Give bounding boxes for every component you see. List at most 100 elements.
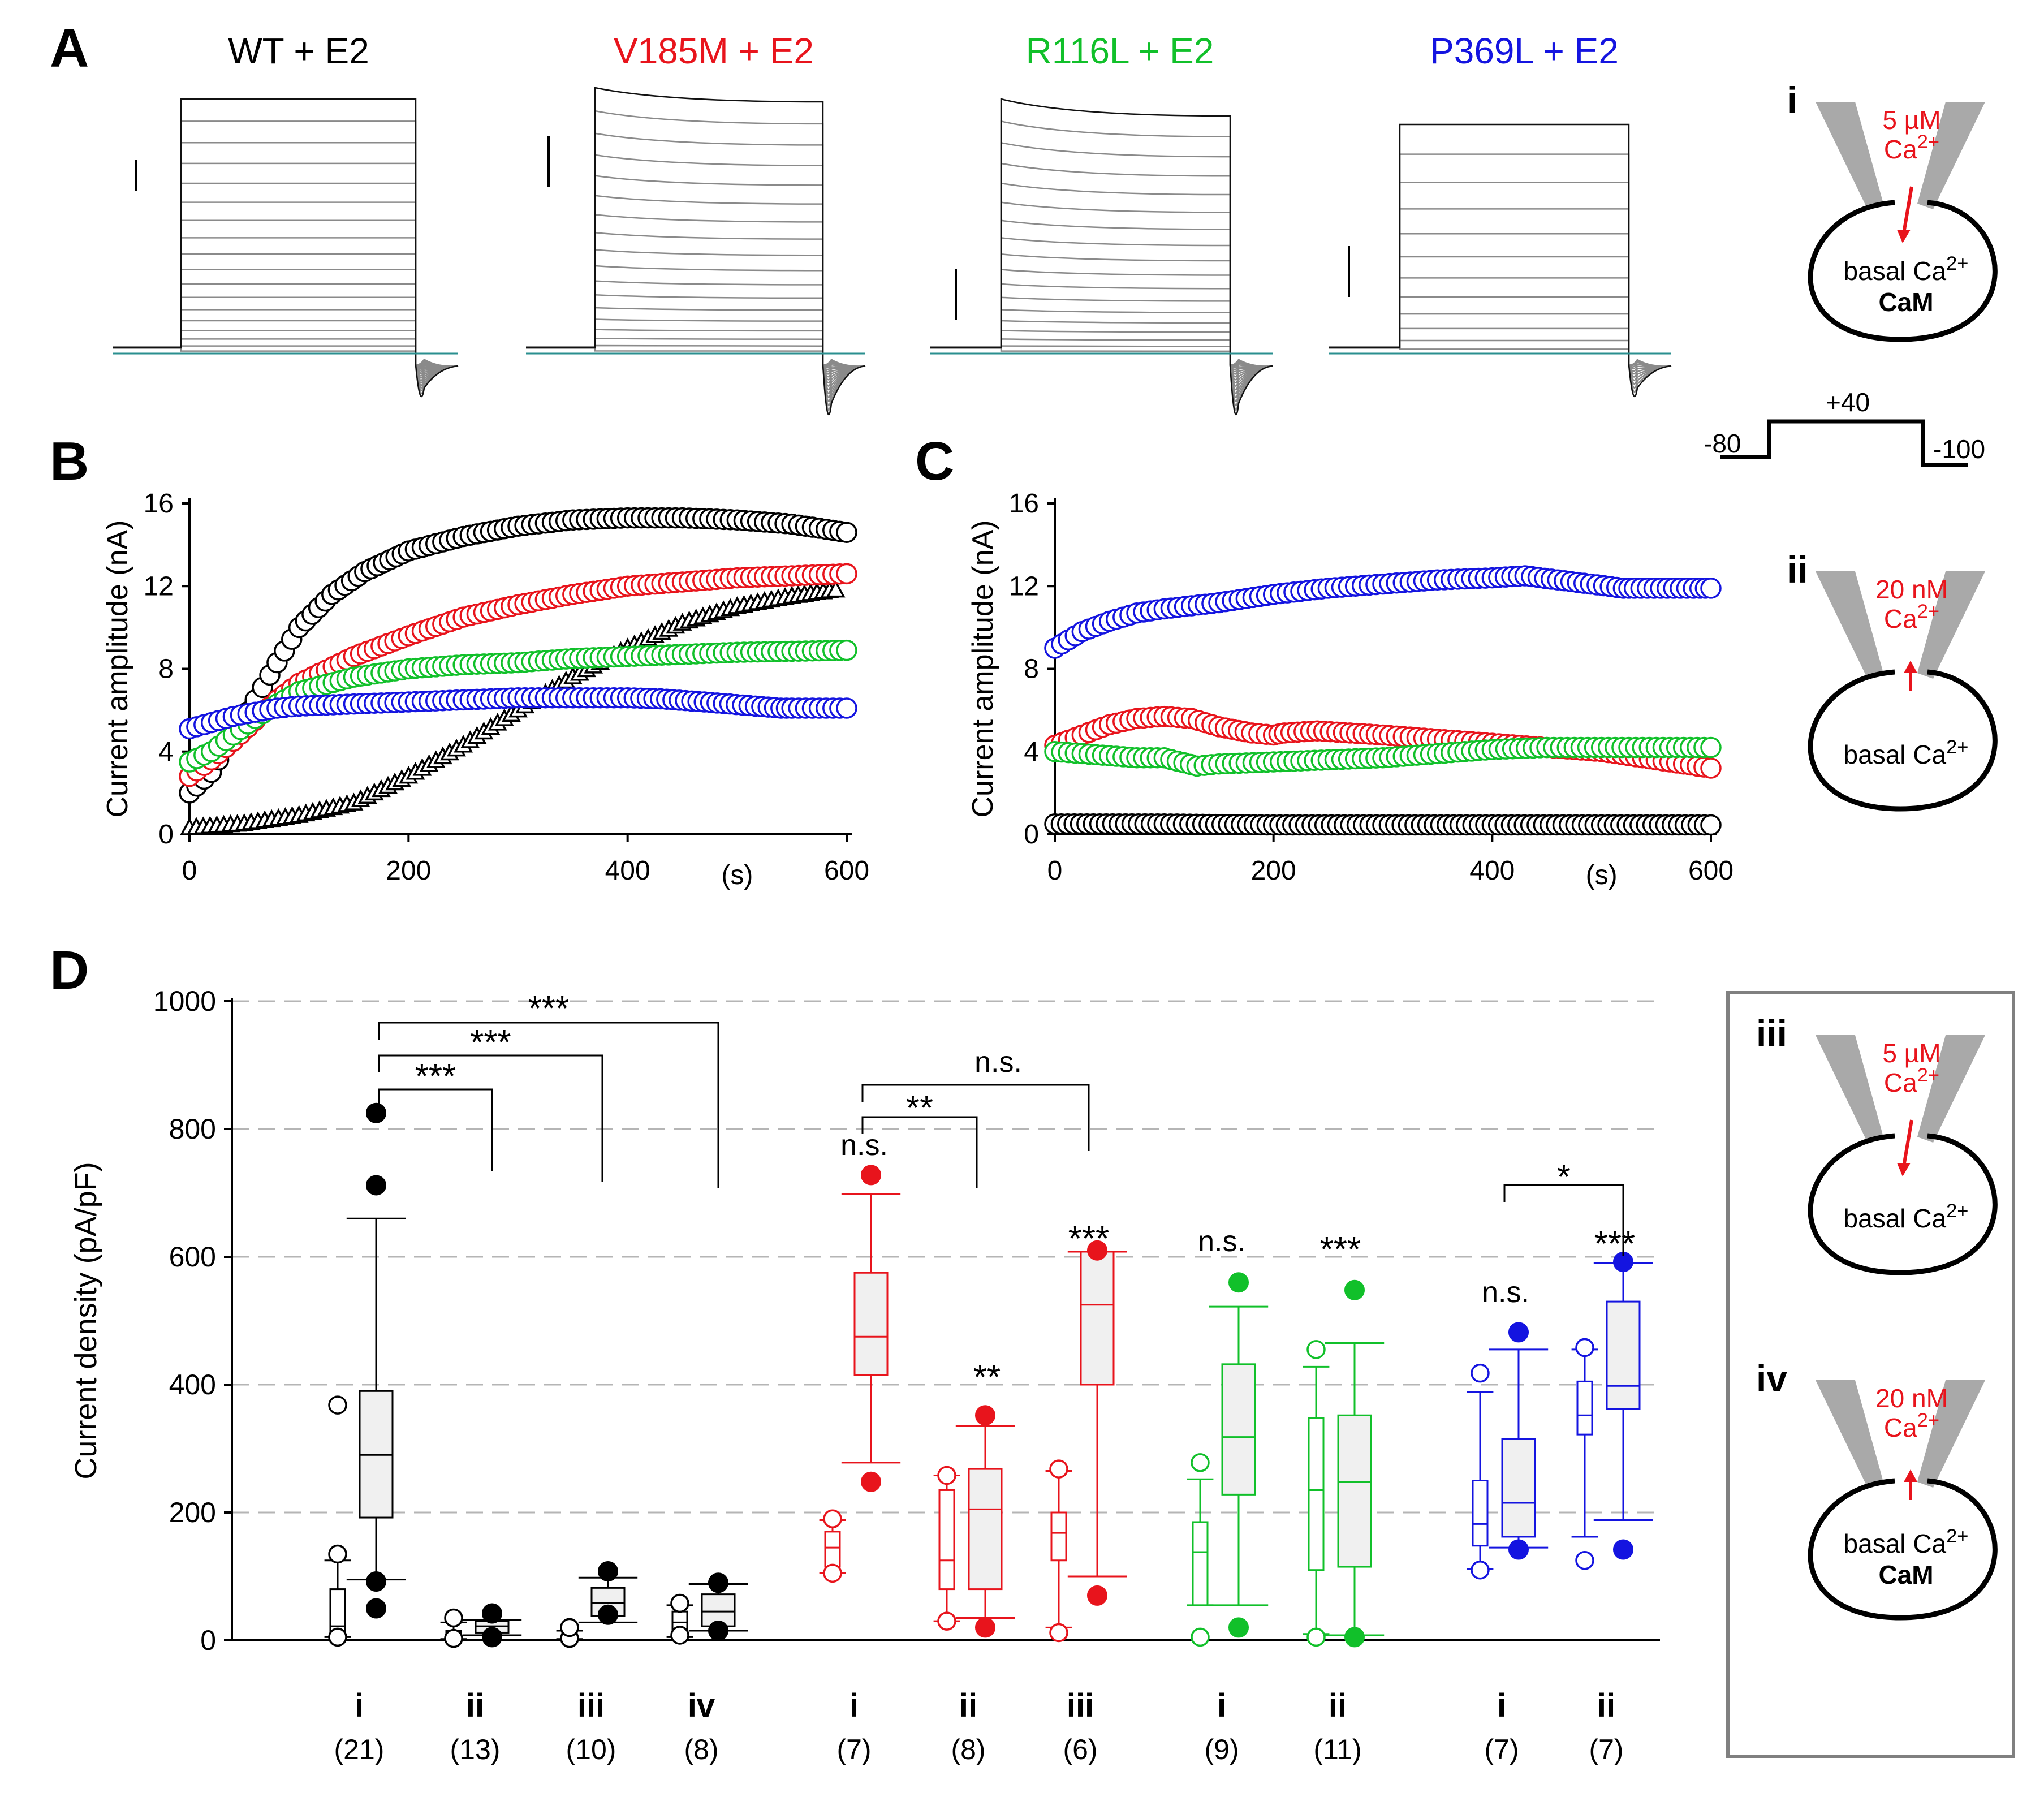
outlier-open [1575,1551,1594,1570]
outlier-open [444,1628,463,1648]
y-tick-label: 1000 [153,985,216,1017]
star-label: *** [1594,1225,1635,1264]
schematic-iv-cam: CaM [1878,1560,1933,1589]
data-point [1700,814,1722,836]
voltage-protocol: -80 +40 -100 [1704,387,1985,467]
outlier-open [823,1509,842,1529]
significance-label: *** [528,989,569,1028]
pipette-left [1816,102,1883,209]
bracket-line [861,1116,978,1188]
box-iqr [1192,1521,1209,1606]
y-tick-label: 400 [169,1369,216,1400]
outlier-filled [598,1561,618,1581]
box-group-5: ii (8) [933,1405,1015,1765]
y-tick-label: 12 [1009,571,1039,601]
box-group-10: ii (7) [1571,1252,1653,1765]
calcium-arrowhead [1897,1163,1911,1176]
pipette-right [1917,571,1985,679]
group-label: ii [466,1687,484,1724]
trace-title-p369l: P369L + E2 [1430,31,1619,71]
current-traces-wt [113,98,459,398]
calcium-arrow [1902,186,1913,234]
outlier-filled [366,1571,386,1592]
current-trace [526,195,866,394]
x-tick-label: 600 [1688,856,1733,886]
significance-label: *** [415,1057,456,1096]
schematic-iv-label: iv [1756,1358,1787,1399]
group-label: iii [1067,1687,1094,1724]
box-group-0: i (21) [324,1102,406,1765]
y-tick-label: 600 [169,1241,216,1273]
box [1325,1342,1385,1636]
schematic-iii-conc: 5 µM [1882,1038,1940,1068]
outlier-filled [975,1405,995,1426]
outlier-filled [1508,1539,1529,1560]
outlier-open [328,1395,347,1415]
group-n: (8) [684,1734,718,1765]
star-label: n.s. [840,1129,888,1162]
schematic-iv-ion: Ca2+ [1884,1410,1939,1442]
box [1303,1365,1330,1635]
current-trace [930,338,1273,367]
current-trace [113,201,459,383]
box-group-7: i (9) [1187,1272,1269,1765]
current-trace [113,269,459,375]
outlier-open [937,1466,956,1485]
outlier-open [328,1544,347,1564]
current-trace [930,269,1273,381]
current-traces-p369l [1329,123,1672,398]
significance-bracket: * [1503,1158,1624,1256]
significance-bracket: *** [378,1057,493,1171]
box-iqr [853,1272,889,1376]
box-group-3: iv (8) [666,1572,748,1765]
series-v185m [179,563,857,787]
group-n: (7) [1484,1734,1519,1765]
schematic-i-cam: CaM [1878,287,1933,317]
outlier-filled [1228,1272,1249,1293]
current-trace [526,329,866,369]
trace-title-v185m: V185M + E2 [614,31,814,71]
outlier-filled [598,1604,618,1625]
box [1045,1470,1072,1628]
significance-bracket: ** [861,1089,978,1188]
schematic-iv-inside: basal Ca2+ [1844,1525,1969,1558]
series-wt [179,507,857,804]
outlier-filled [366,1598,386,1619]
cell-membrane [1808,1478,1998,1621]
outlier-filled [975,1617,995,1638]
outlier-open [1306,1627,1326,1647]
outlier-open [1471,1560,1490,1580]
schematic-iv-conc: 20 nM [1875,1384,1948,1413]
trace-title-wt: WT + E2 [228,31,369,71]
current-trace [930,296,1273,375]
current-trace [1329,327,1672,368]
x-tick-label: 600 [824,856,869,886]
schematic-box [1726,991,2015,1758]
schematic-ii-conc: 20 nM [1875,575,1948,604]
outlier-open [1049,1459,1068,1479]
y-tick-label: 200 [169,1497,216,1528]
pipette-left [1816,571,1883,679]
x-tick-label: 200 [386,856,431,886]
pipette-left [1816,1380,1883,1488]
box [933,1474,960,1622]
box-iqr [1606,1300,1641,1410]
bracket-line [1503,1184,1624,1256]
y-axis-label: Current amplitude (nA) [101,520,134,818]
box-iqr [1337,1414,1372,1568]
current-trace [1329,313,1672,370]
current-trace [113,237,459,379]
x-tick-label: 0 [1047,856,1063,886]
outlier-open [1191,1453,1210,1472]
schematic-iv: iv 20 nM Ca2+ basal Ca2+ CaM [1756,1358,1998,1621]
y-tick-label: 0 [158,820,174,850]
outlier-open [1471,1363,1490,1383]
current-trace [113,320,459,368]
star-label: ** [973,1358,1001,1397]
protocol-step-label: +40 [1826,387,1870,417]
pipette-right [1917,1380,1985,1488]
box [1067,1251,1127,1578]
chart-b: 0 4 8 12 16 0 200 400 600 (s) Current amplitude (n… [101,489,869,890]
outlier-open [670,1626,689,1645]
current-trace [113,98,459,398]
